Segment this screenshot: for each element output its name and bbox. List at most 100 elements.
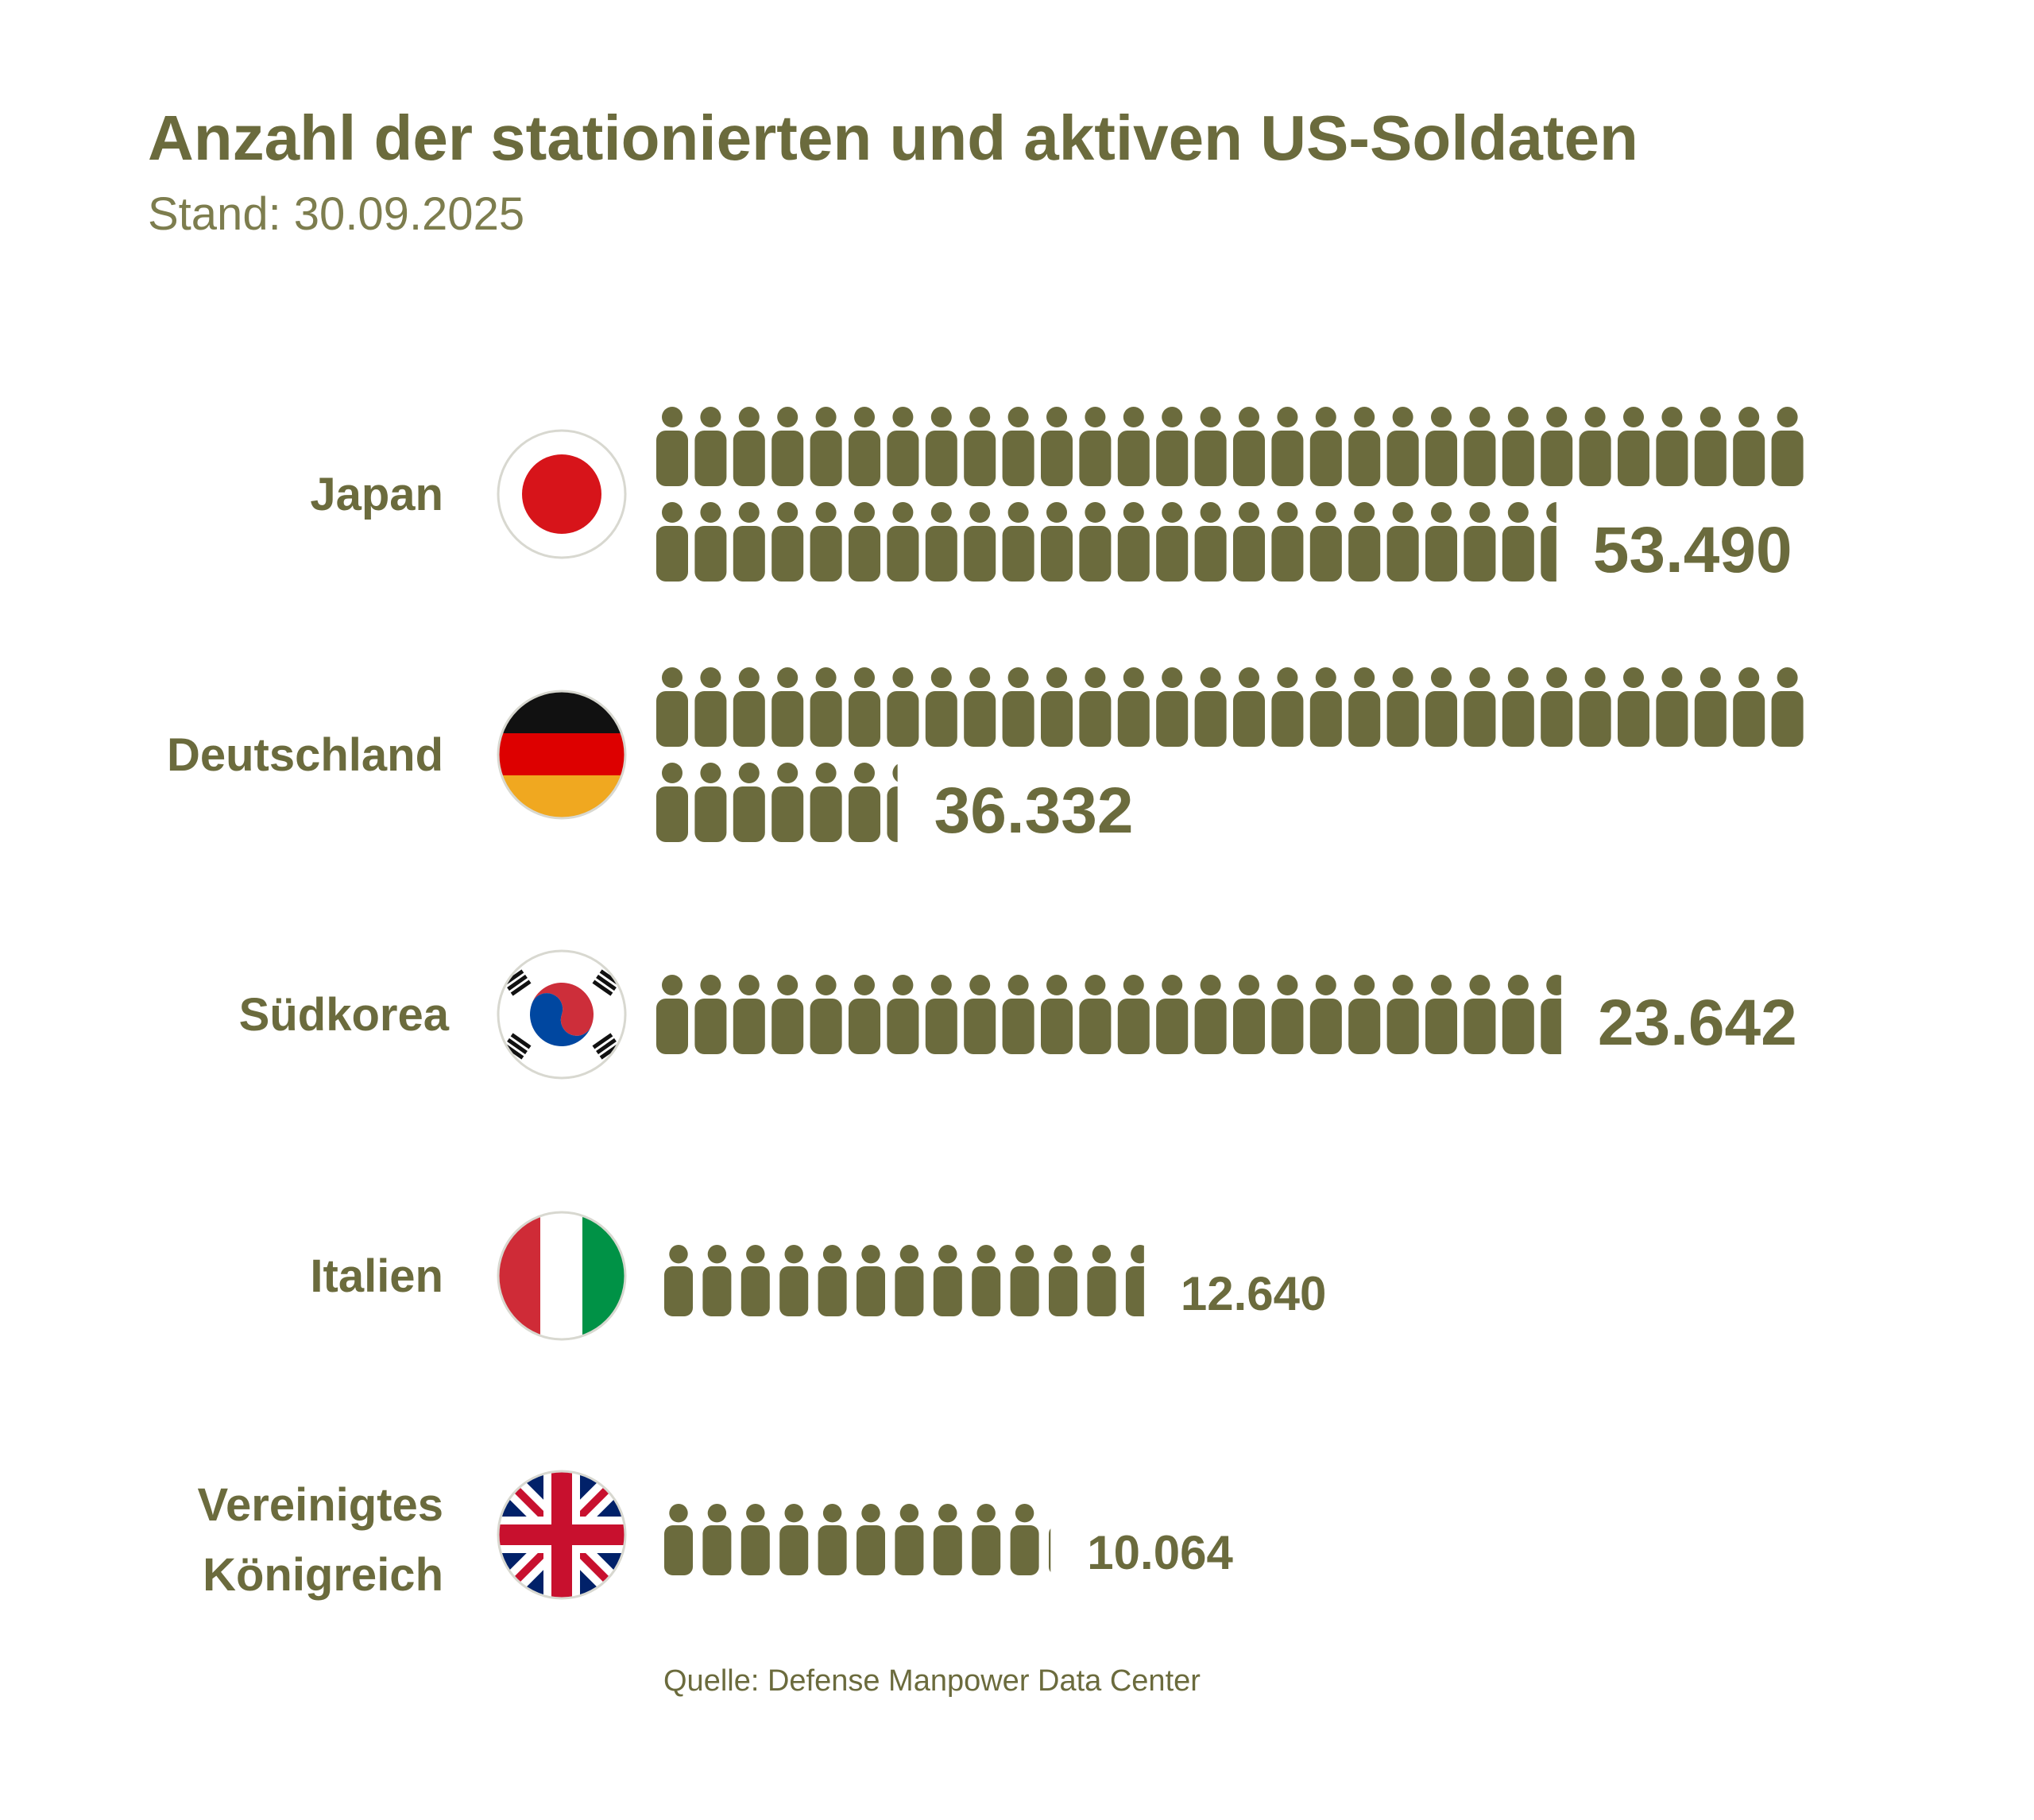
soldier-icon [1010, 1245, 1039, 1316]
soldier-icon [1656, 667, 1688, 747]
soldier-icon [733, 763, 765, 842]
soldier-icon [1079, 667, 1112, 747]
soldier-icon [1041, 667, 1073, 747]
soldier-icon [810, 407, 842, 486]
value-label: 53.490 [1593, 514, 1792, 586]
soldier-icon [1079, 502, 1112, 582]
chart-row: Südkorea 23.642 [239, 949, 1797, 1080]
soldier-icon [857, 1504, 885, 1575]
soldier-icon [1233, 502, 1265, 582]
soldier-icon [887, 763, 898, 842]
soldier-icon [664, 1504, 693, 1575]
soldier-icon [1425, 667, 1457, 747]
soldier-icon [1049, 1245, 1077, 1316]
soldier-icon [887, 502, 919, 582]
soldier-icon [1733, 667, 1765, 747]
soldier-icon [733, 975, 765, 1054]
soldier-icon [1194, 975, 1227, 1054]
soldier-icon [1194, 667, 1227, 747]
soldier-icon [933, 1245, 962, 1316]
soldier-icon [1041, 502, 1073, 582]
value-label: 10.064 [1087, 1526, 1233, 1579]
soldier-icon [1348, 667, 1381, 747]
soldier-icon [656, 502, 688, 582]
soldier-icon [779, 1245, 809, 1316]
soldier-icon [702, 1245, 732, 1316]
soldier-icon [1002, 407, 1034, 486]
value-label: 12.640 [1181, 1267, 1327, 1320]
value-label: 36.332 [934, 775, 1134, 847]
soldier-icon [1464, 407, 1496, 486]
category-label: Vereinigtes Königreich [198, 1479, 443, 1601]
soldier-icon [1117, 667, 1150, 747]
soldier-icon [1271, 975, 1304, 1054]
soldier-icon [1733, 407, 1765, 486]
source-note: Quelle: Defense Manpower Data Center [663, 1664, 1201, 1698]
soldier-icon [1087, 1245, 1116, 1316]
soldier-icon [1049, 1528, 1051, 1572]
soldier-icon [925, 502, 957, 582]
chart-row: Japan 53.490 [310, 407, 1804, 586]
chart-title: Anzahl der stationierten und aktiven US-… [148, 102, 1638, 173]
soldier-icon [694, 763, 727, 842]
category-label: Südkorea [239, 989, 450, 1041]
soldier-icon [733, 667, 765, 747]
soldier-icon [1541, 667, 1573, 747]
soldier-icon [694, 667, 727, 747]
soldier-icon [741, 1245, 770, 1316]
soldier-icon [857, 1245, 885, 1316]
soldier-icon [694, 502, 727, 582]
soldier-icon [1156, 667, 1189, 747]
soldier-icon [925, 975, 957, 1054]
soldier-icon [1194, 407, 1227, 486]
soldier-icon [972, 1245, 1001, 1316]
soldier-icon [771, 763, 804, 842]
germany-flag-icon [497, 690, 627, 820]
soldier-icon [1502, 407, 1534, 486]
soldier-icon [1194, 502, 1227, 582]
soldier-icon [1502, 667, 1534, 747]
soldier-icon [1271, 407, 1304, 486]
south-korea-flag-icon [497, 949, 627, 1080]
soldier-icon [887, 407, 919, 486]
soldier-icon [1425, 407, 1457, 486]
soldier-icon [1386, 975, 1419, 1054]
soldier-icon [1579, 407, 1611, 486]
soldier-icon [1309, 407, 1342, 486]
soldier-icon [1502, 975, 1534, 1054]
soldier-icon [1117, 502, 1150, 582]
japan-flag-icon [497, 429, 627, 559]
soldier-icon [925, 667, 957, 747]
soldier-icon [1541, 502, 1556, 582]
soldier-icon [1771, 667, 1804, 747]
soldier-icon [771, 667, 804, 747]
soldier-icon [779, 1504, 809, 1575]
soldier-icon [771, 975, 804, 1054]
soldier-icon [1348, 407, 1381, 486]
soldier-icon [849, 407, 880, 486]
category-label: Italien [310, 1250, 443, 1302]
soldier-icon [818, 1504, 847, 1575]
soldier-icon [810, 667, 842, 747]
soldier-icon [1694, 407, 1727, 486]
soldier-icon [1156, 407, 1189, 486]
soldier-icon [925, 407, 957, 486]
soldier-icon [1271, 667, 1304, 747]
soldier-icon [1002, 667, 1034, 747]
soldier-icon [1309, 975, 1342, 1054]
soldier-icon [1309, 502, 1342, 582]
soldier-icon [810, 975, 842, 1054]
soldier-icon [1041, 407, 1073, 486]
soldier-icon [964, 975, 996, 1054]
soldier-icon [1233, 975, 1265, 1054]
soldier-icon [818, 1245, 847, 1316]
soldier-icon [1125, 1245, 1144, 1316]
soldier-icon [895, 1504, 924, 1575]
soldier-icon [1579, 667, 1611, 747]
soldier-icon [887, 667, 919, 747]
soldier-icon [771, 502, 804, 582]
soldier-icon [964, 667, 996, 747]
soldier-icon [1425, 502, 1457, 582]
soldier-icon [1694, 667, 1727, 747]
